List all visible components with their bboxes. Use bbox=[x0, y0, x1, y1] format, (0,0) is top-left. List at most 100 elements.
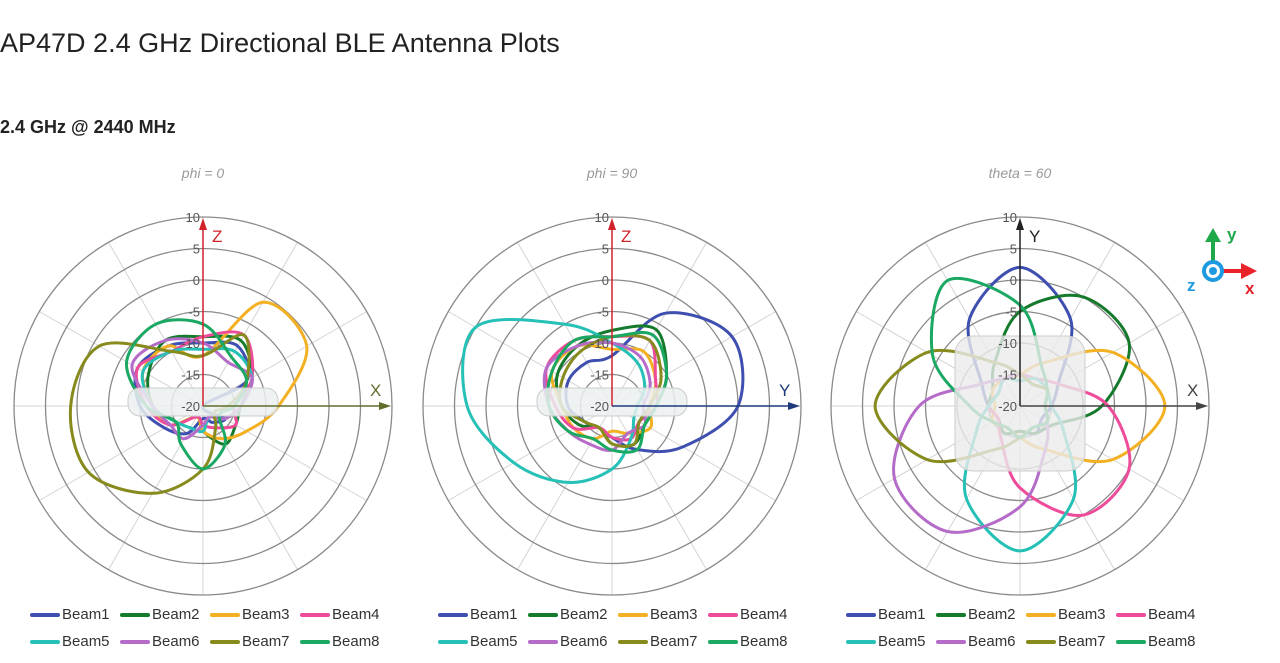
legend-row: Beam1 Beam2 Beam3 Beam4 bbox=[846, 601, 1216, 628]
legend-item-beam2: Beam2 bbox=[120, 606, 210, 623]
legend-item-beam6: Beam6 bbox=[936, 633, 1026, 650]
horizontal-axis-label: X bbox=[1187, 381, 1198, 400]
legend-item-beam2: Beam2 bbox=[936, 606, 1026, 623]
vertical-axis-label: Z bbox=[212, 227, 222, 246]
legend-item-beam5: Beam5 bbox=[438, 633, 528, 650]
legend-item-beam8: Beam8 bbox=[1116, 633, 1206, 650]
legend-swatch bbox=[300, 639, 330, 644]
legend-label: Beam2 bbox=[968, 606, 1016, 623]
legend-swatch bbox=[300, 612, 330, 617]
legend-swatch bbox=[438, 612, 468, 617]
legend-item-beam7: Beam7 bbox=[618, 633, 708, 650]
chart-title-phi0: phi = 0 bbox=[181, 165, 225, 181]
chart-title-theta60: theta = 60 bbox=[988, 165, 1052, 181]
legend-theta60: Beam1 Beam2 Beam3 Beam4 Beam5 Beam6 Beam7 Beam8 bbox=[846, 601, 1216, 655]
legend-swatch bbox=[120, 612, 150, 617]
legend-item-beam1: Beam1 bbox=[846, 606, 936, 623]
legend-label: Beam2 bbox=[152, 606, 200, 623]
legend-swatch bbox=[210, 612, 240, 617]
legend-label: Beam2 bbox=[560, 606, 608, 623]
legend-label: Beam4 bbox=[1148, 606, 1196, 623]
legend-label: Beam1 bbox=[470, 606, 518, 623]
ring-tick-label: -5 bbox=[597, 305, 609, 320]
legend-label: Beam8 bbox=[740, 633, 788, 650]
legend-swatch bbox=[936, 612, 966, 617]
ring-tick-label: 0 bbox=[1010, 273, 1017, 288]
legend-label: Beam4 bbox=[740, 606, 788, 623]
ring-tick-label: 0 bbox=[193, 273, 200, 288]
series-beam8 bbox=[125, 318, 249, 471]
legend-row: Beam1 Beam2 Beam3 Beam4 bbox=[438, 601, 808, 628]
legend-swatch bbox=[30, 612, 60, 617]
legend-label: Beam7 bbox=[242, 633, 290, 650]
series-beam8 bbox=[546, 331, 669, 454]
legend-label: Beam4 bbox=[332, 606, 380, 623]
vertical-axis-arrowhead bbox=[1016, 218, 1024, 230]
ring-tick-label: -5 bbox=[188, 305, 200, 320]
ring-tick-label: 10 bbox=[1003, 210, 1017, 225]
legend-label: Beam7 bbox=[650, 633, 698, 650]
ring-tick-label: 5 bbox=[1010, 242, 1017, 257]
ring-tick-label: -15 bbox=[590, 368, 609, 383]
legend-item-beam1: Beam1 bbox=[30, 606, 120, 623]
legend-swatch bbox=[1026, 639, 1056, 644]
vertical-axis-label: Y bbox=[1029, 227, 1040, 246]
legend-phi90: Beam1 Beam2 Beam3 Beam4 Beam5 Beam6 Beam7 Beam8 bbox=[438, 601, 808, 655]
polar-chart-1: 10 5 0 -5 -10 -15 -20 Z Y bbox=[422, 210, 802, 596]
legend-row: Beam5 Beam6 Beam7 Beam8 bbox=[846, 628, 1216, 655]
legend-item-beam2: Beam2 bbox=[528, 606, 618, 623]
ring-tick-label: 5 bbox=[193, 242, 200, 257]
polar-chart-0: 10 5 0 -5 -10 -15 -20 Z X bbox=[13, 210, 393, 596]
legend-swatch bbox=[618, 612, 648, 617]
horizontal-axis-label: X bbox=[370, 381, 381, 400]
ring-tick-label: 0 bbox=[602, 273, 609, 288]
legend-item-beam7: Beam7 bbox=[1026, 633, 1116, 650]
legend-item-beam6: Beam6 bbox=[120, 633, 210, 650]
legend-swatch bbox=[708, 612, 738, 617]
legend-item-beam4: Beam4 bbox=[708, 606, 798, 623]
ring-tick-label: -20 bbox=[181, 399, 200, 414]
ring-tick-label: -10 bbox=[998, 336, 1017, 351]
ring-tick-label: -5 bbox=[1005, 305, 1017, 320]
ring-circle bbox=[13, 216, 393, 596]
legend-phi0: Beam1 Beam2 Beam3 Beam4 Beam5 Beam6 Beam7 Beam8 bbox=[30, 601, 400, 655]
legend-label: Beam3 bbox=[650, 606, 698, 623]
legend-label: Beam5 bbox=[878, 633, 926, 650]
triad-z-label: z bbox=[1187, 276, 1196, 295]
series-beam5 bbox=[461, 318, 647, 484]
legend-item-beam8: Beam8 bbox=[708, 633, 798, 650]
legend-item-beam4: Beam4 bbox=[1116, 606, 1206, 623]
ring-tick-label: -10 bbox=[181, 336, 200, 351]
legend-item-beam5: Beam5 bbox=[30, 633, 120, 650]
coordinate-triad-icon: y z x bbox=[1187, 225, 1257, 297]
legend-item-beam8: Beam8 bbox=[300, 633, 390, 650]
legend-label: Beam8 bbox=[332, 633, 380, 650]
ring-tick-label: 10 bbox=[186, 210, 200, 225]
horizontal-axis-arrowhead bbox=[1196, 402, 1208, 410]
legend-label: Beam1 bbox=[878, 606, 926, 623]
legend-swatch bbox=[936, 639, 966, 644]
legend-item-beam3: Beam3 bbox=[618, 606, 708, 623]
legend-swatch bbox=[210, 639, 240, 644]
legend-row: Beam1 Beam2 Beam3 Beam4 bbox=[30, 601, 400, 628]
legend-label: Beam7 bbox=[1058, 633, 1106, 650]
ring-tick-label: -15 bbox=[998, 368, 1017, 383]
triad-x-label: x bbox=[1245, 279, 1255, 297]
legend-swatch bbox=[1116, 612, 1146, 617]
vertical-axis-arrowhead bbox=[199, 218, 207, 230]
legend-swatch bbox=[528, 639, 558, 644]
legend-item-beam7: Beam7 bbox=[210, 633, 300, 650]
legend-swatch bbox=[1116, 639, 1146, 644]
chart-title-phi90: phi = 90 bbox=[586, 165, 638, 181]
polar-chart-2: 10 5 0 -5 -10 -15 -20 Y X bbox=[830, 210, 1210, 596]
ring-tick-label: -20 bbox=[590, 399, 609, 414]
legend-swatch bbox=[708, 639, 738, 644]
ring-tick-label: 5 bbox=[602, 242, 609, 257]
legend-swatch bbox=[438, 639, 468, 644]
legend-label: Beam6 bbox=[560, 633, 608, 650]
section-subtitle: 2.4 GHz @ 2440 MHz bbox=[0, 117, 176, 137]
ring-circle bbox=[830, 216, 1210, 596]
legend-row: Beam5 Beam6 Beam7 Beam8 bbox=[438, 628, 808, 655]
series-beam7 bbox=[558, 333, 663, 448]
ring-circle bbox=[422, 216, 802, 596]
